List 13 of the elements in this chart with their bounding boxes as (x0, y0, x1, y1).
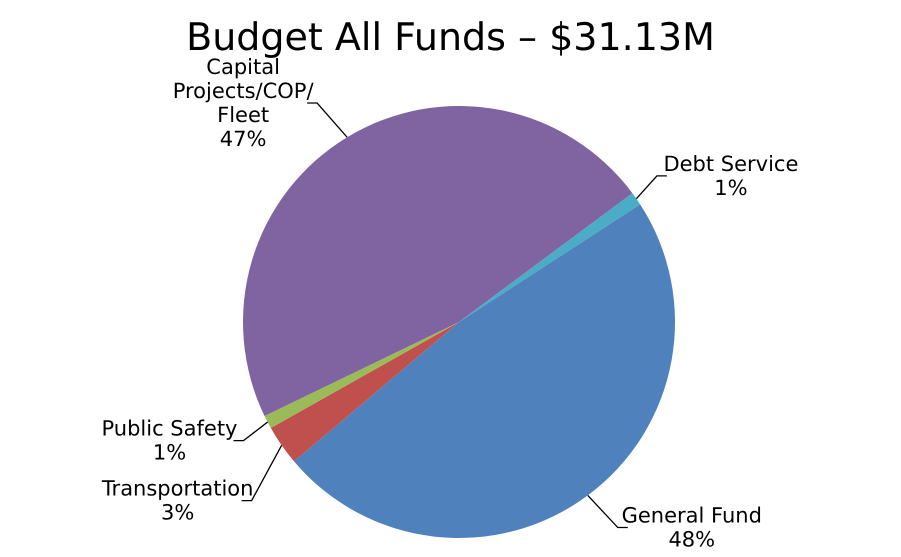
data-label: 1% (714, 176, 748, 200)
slice-label: Public Safety (101, 416, 238, 441)
slice-label: Debt Service (663, 152, 798, 176)
pie-slice (264, 322, 459, 428)
data-label: 48% (668, 528, 716, 552)
slice-label: General Fund (622, 504, 762, 528)
chart-title: Budget All Funds – $31.13M (186, 15, 715, 59)
pie-slice (270, 322, 459, 462)
data-label: 47% (220, 127, 266, 152)
slice-label: Transportation (100, 476, 254, 501)
data-label: 3% (160, 500, 194, 525)
data-label: 1% (152, 440, 186, 465)
pie-slice (459, 193, 640, 322)
